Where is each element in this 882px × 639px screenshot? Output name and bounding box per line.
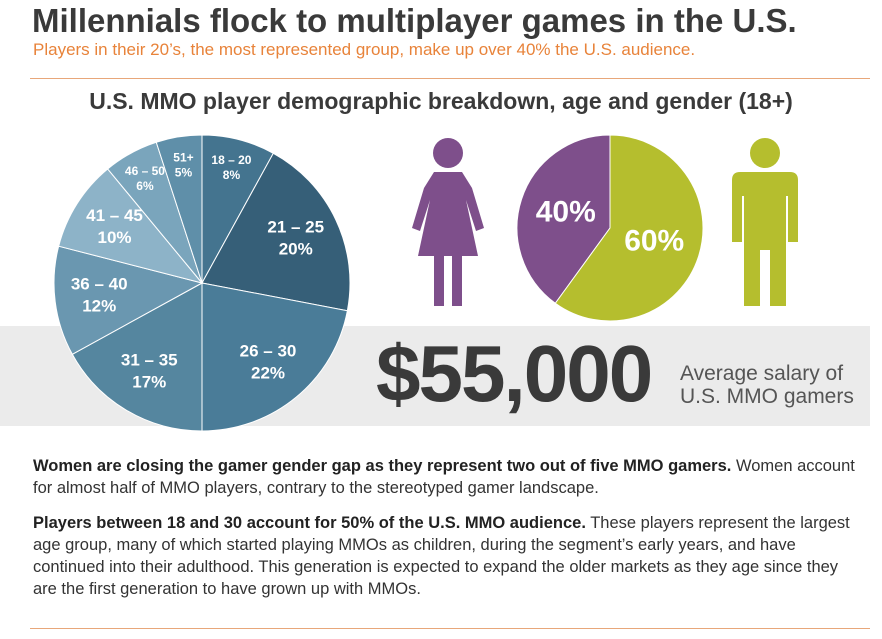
- slice-label: 36 – 40: [71, 274, 128, 293]
- male-icon: [732, 138, 798, 306]
- slice-label: 46 – 50: [125, 164, 165, 178]
- pie-slice: [155, 134, 203, 284]
- paragraph-lead: Women are closing the gamer gender gap a…: [33, 457, 732, 475]
- pie-slice: [201, 152, 351, 312]
- slice-value-label: 8%: [223, 168, 241, 182]
- slice-label: 26 – 30: [240, 341, 297, 360]
- female-icon: [412, 138, 484, 306]
- slice-value-label: 12%: [82, 296, 116, 315]
- slice-value-label: 60%: [624, 224, 684, 257]
- pie-slice: [58, 168, 204, 284]
- pie-slice: [516, 134, 611, 304]
- divider: [30, 628, 870, 629]
- pie-slice: [53, 245, 204, 355]
- slice-label: 18 – 20: [211, 153, 251, 167]
- paragraph: Women are closing the gamer gender gap a…: [33, 455, 863, 499]
- slice-value-label: 40%: [536, 196, 596, 229]
- pie-slice: [201, 282, 348, 432]
- subtitle: Players in their 20’s, the most represen…: [33, 40, 696, 59]
- slice-label: 21 – 25: [267, 217, 324, 236]
- paragraph-lead: Players between 18 and 30 account for 50…: [33, 514, 586, 532]
- slice-label: 41 – 45: [86, 206, 143, 225]
- slice-value-label: 20%: [279, 239, 313, 258]
- slice-label: 31 – 35: [121, 351, 178, 370]
- slice-value-label: 6%: [136, 179, 154, 193]
- chart-title: U.S. MMO player demographic breakdown, a…: [89, 88, 793, 114]
- paragraph-text: These players represent the largest age …: [33, 514, 850, 598]
- stat-value: $55,000: [376, 329, 653, 418]
- slice-value-label: 5%: [175, 166, 193, 180]
- slice-label: 51+: [173, 151, 193, 165]
- pie-slice: [71, 282, 203, 432]
- slice-value-label: 22%: [251, 363, 285, 382]
- divider: [30, 78, 870, 79]
- slice-value-label: 17%: [132, 373, 166, 392]
- slice-value-label: 10%: [98, 228, 132, 247]
- stat-label: Average salary of U.S. MMO gamers: [680, 362, 854, 408]
- pie-slice: [554, 134, 704, 322]
- paragraph: Players between 18 and 30 account for 50…: [33, 512, 863, 600]
- paragraph-text: Women account for almost half of MMO pla…: [33, 457, 855, 497]
- title: Millennials flock to multiplayer games i…: [32, 2, 797, 39]
